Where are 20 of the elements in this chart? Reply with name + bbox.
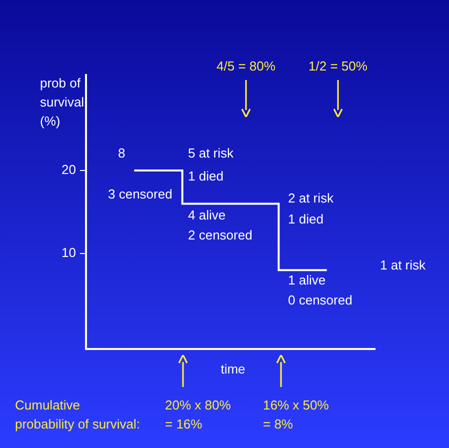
annotation: 4 alive (188, 208, 226, 223)
text: 16% x 50% = 8% (263, 398, 330, 432)
annotation: 1 died (188, 168, 224, 184)
annotation: 2 censored (188, 228, 252, 243)
y-tick-label: 10 (62, 245, 76, 260)
x-axis-title: time (220, 362, 246, 377)
y-tick-label: 20 (62, 162, 76, 178)
text: 20% x 80% = 16% (165, 398, 232, 432)
annotation: 3 censored (108, 186, 172, 202)
annotation: 2 at risk (288, 190, 334, 206)
annotation: 8 (118, 146, 126, 161)
annotation: 5 at risk (188, 146, 234, 161)
text: 1/2 = 50% (308, 58, 368, 74)
text: 1 at risk (380, 258, 426, 273)
text: 4/5 = 80% (216, 58, 276, 74)
annotation: 0 censored (288, 292, 352, 308)
annotation: 1 died (288, 212, 324, 227)
y-axis-title: prob of survival (%) (40, 76, 84, 129)
annotation: 1 alive (288, 272, 326, 288)
text: Cumulative probability of survival: (15, 398, 140, 432)
